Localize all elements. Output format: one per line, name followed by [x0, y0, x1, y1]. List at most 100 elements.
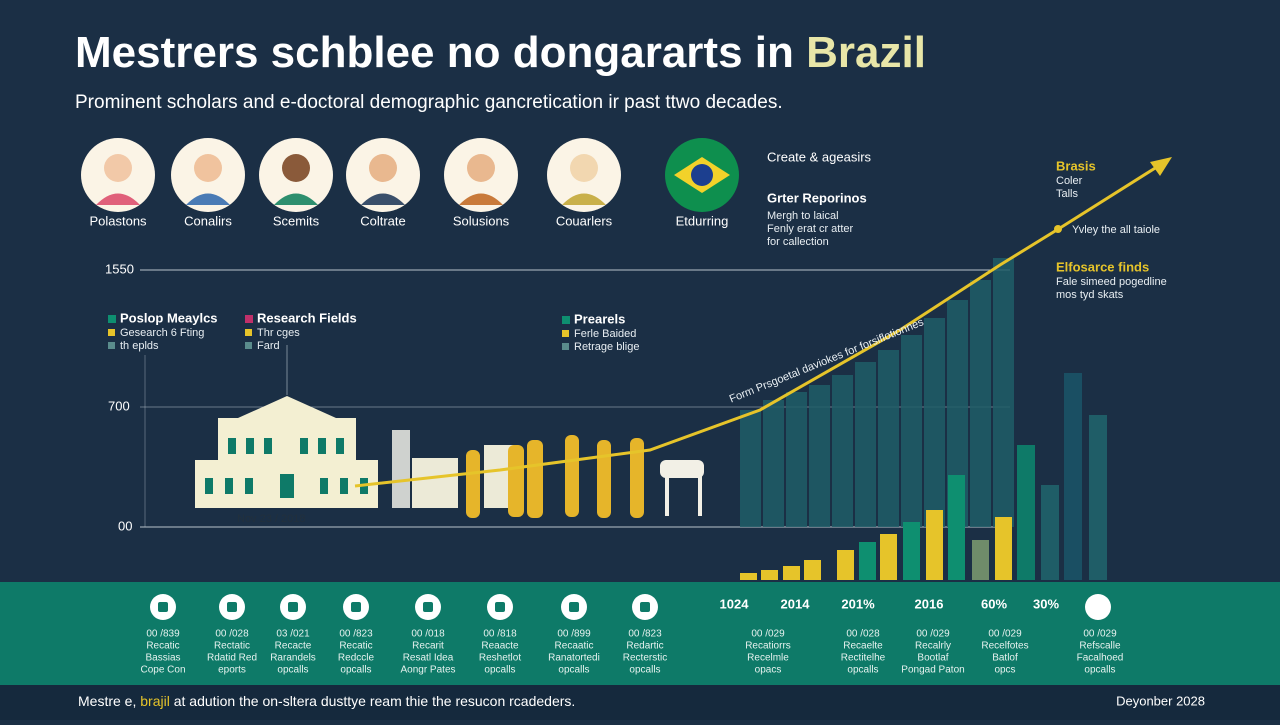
item-icon-glyph: [158, 602, 168, 612]
item-icon-glyph: [423, 602, 433, 612]
bar: [1041, 485, 1059, 580]
trend-dot: [1054, 225, 1062, 233]
item-text: Cope Con: [140, 665, 185, 676]
legend-title: Prearels: [574, 311, 625, 326]
item-icon-glyph: [640, 602, 650, 612]
avatar-body: [459, 193, 503, 205]
footer-text: Mestre e, brajil at adution the on-slter…: [78, 693, 575, 709]
report-line: for callection: [767, 236, 829, 248]
year-label: 201%: [841, 596, 875, 611]
legend-line: Fard: [257, 340, 280, 352]
bar: [740, 573, 757, 580]
column-text: opcalls: [847, 665, 878, 676]
bar: [1017, 445, 1035, 580]
bar: [832, 375, 853, 527]
avatar-label: Coltrate: [360, 213, 406, 228]
bar: [947, 300, 968, 527]
avatar-face: [104, 154, 132, 182]
legend-line: th eplds: [120, 340, 159, 352]
avatar-body: [274, 193, 318, 205]
column-text: Bootlaf: [917, 653, 948, 664]
bar: [972, 540, 989, 580]
column-text: Batlof: [992, 653, 1018, 664]
bar: [855, 362, 876, 527]
item-text: Recarit: [412, 641, 444, 652]
note-line: Coler: [1056, 175, 1083, 187]
item-icon-glyph: [227, 602, 237, 612]
title: Mestrers schblee no dongararts in Brazil: [75, 28, 926, 77]
item-text: Ranatortedi: [548, 653, 600, 664]
avatar-face: [369, 154, 397, 182]
bar: [970, 280, 991, 527]
item-text: Redartic: [626, 641, 663, 652]
footer-before: Mestre e,: [78, 693, 140, 709]
avatar-face: [282, 154, 310, 182]
item-text: Recatic: [146, 641, 179, 652]
bar: [809, 385, 830, 527]
column-text: Refscalle: [1079, 641, 1121, 652]
item-text: opcalls: [558, 665, 589, 676]
item-text: Reshetlot: [479, 653, 521, 664]
item-text: 00 /899: [557, 629, 591, 640]
subtitle: Prominent scholars and e-doctoral demogr…: [75, 92, 783, 113]
legend-swatch: [562, 343, 569, 350]
report-line: Mergh to laical: [767, 210, 839, 222]
bar: [993, 258, 1014, 527]
axis-label: 700: [108, 398, 130, 413]
avatar-body: [186, 193, 230, 205]
column-text: Recelmle: [747, 653, 789, 664]
item-text: 00 /839: [146, 629, 180, 640]
building: [195, 396, 518, 508]
item-text: opcalls: [277, 665, 308, 676]
column-text: Recelfotes: [981, 641, 1028, 652]
legend-swatch: [108, 315, 116, 323]
avatar-body: [96, 193, 140, 205]
avatar-label: Etdurring: [676, 213, 729, 228]
legend-swatch: [562, 330, 569, 337]
item-icon-glyph: [351, 602, 361, 612]
bar: [740, 410, 761, 527]
item-text: 00 /823: [628, 629, 662, 640]
footer-highlight: brajil: [140, 693, 170, 709]
report-line: Fenly erat cr atter: [767, 223, 854, 235]
item-text: Recacte: [275, 641, 312, 652]
item-text: Redccle: [338, 653, 375, 664]
year-label: 60%: [981, 596, 1007, 611]
item-text: Resatl Idea: [403, 653, 454, 664]
legend-swatch: [245, 342, 252, 349]
axis-label: 1550: [105, 261, 134, 276]
year-label: 1024: [720, 596, 750, 611]
column-text: 00 /029: [1083, 629, 1117, 640]
bar: [926, 510, 943, 580]
legend-swatch: [245, 315, 253, 323]
legend-line: Thr cges: [257, 327, 300, 339]
year-label: 30%: [1033, 596, 1059, 611]
column-text: Facalhoed: [1077, 653, 1124, 664]
date-label: Nov 23 / 2018: [237, 513, 306, 525]
item-text: 00 /028: [215, 629, 249, 640]
note-line: Yvley the all taiole: [1072, 224, 1160, 236]
flag-globe: [691, 164, 713, 186]
column-text: 00 /029: [916, 629, 950, 640]
year-label: 2014: [781, 596, 811, 611]
bar: [1089, 415, 1107, 580]
item-text: 00 /823: [339, 629, 373, 640]
bar: [804, 560, 821, 580]
top-note: Create & ageasirs: [767, 149, 872, 164]
bars: [740, 258, 1107, 580]
avatar-face: [467, 154, 495, 182]
column-text: opcs: [994, 665, 1015, 676]
bar: [763, 400, 784, 527]
column-text: opcalls: [1084, 665, 1115, 676]
bar: [837, 550, 854, 580]
avatar-face: [194, 154, 222, 182]
avatar-label: Polastons: [89, 213, 147, 228]
column-text: Recatiorrs: [745, 641, 791, 652]
item-text: Rarandels: [270, 653, 316, 664]
year-label: 2016: [915, 596, 944, 611]
bar: [924, 318, 945, 527]
note-line: mos tyd skats: [1056, 289, 1124, 301]
axis-label: 00: [118, 518, 132, 533]
